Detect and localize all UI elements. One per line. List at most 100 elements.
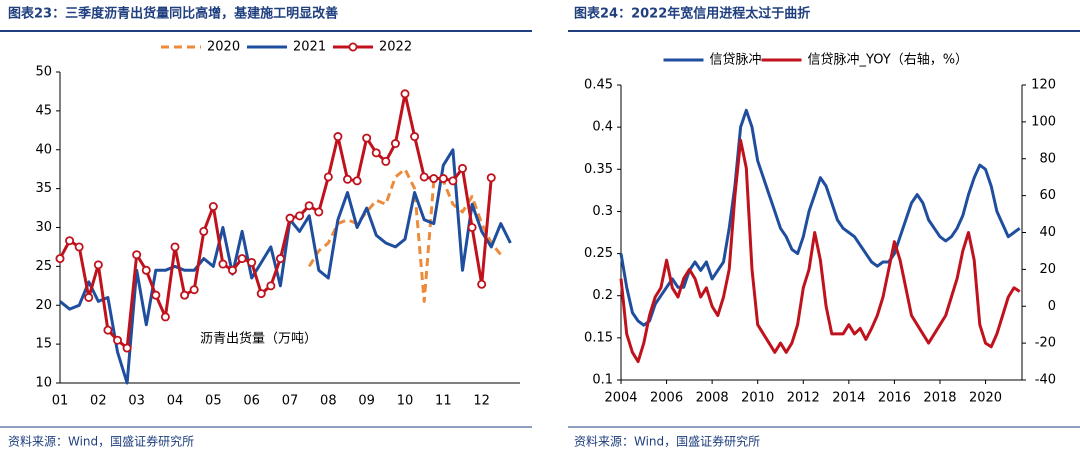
point-marker [189,285,199,295]
point-marker [218,259,228,269]
point-marker [400,89,410,99]
point-marker [199,226,209,236]
x-tick-label: 11 [435,394,452,409]
y2-tick-label: 120 [1031,78,1056,93]
series-line [619,138,1021,364]
source: 资料来源：Wind，国盛证券研究所 [8,434,194,449]
y-tick-label: 0.25 [584,246,613,261]
point-marker [170,242,180,252]
point-marker [84,292,94,302]
x-tick-label: 2018 [923,391,956,406]
x-tick-label: 2010 [741,391,774,406]
y-tick-label: 45 [35,103,52,118]
point-marker [208,202,218,212]
legend-label: 2022 [379,40,412,55]
legend-label: 信贷脉冲_YOY（右轴，%） [808,53,969,68]
point-marker [390,139,400,149]
source: 资料来源：Wind，国盛证券研究所 [574,434,760,449]
y-tick-label: 0.2 [592,288,613,303]
point-marker [103,325,113,335]
point-marker [477,279,487,289]
point-marker [419,172,429,182]
x-tick-label: 05 [205,394,222,409]
x-tick-label: 2012 [787,391,820,406]
y-tick-label: 35 [35,181,52,196]
legend-label: 2020 [207,40,240,55]
x-tick-label: 2004 [604,391,637,406]
point-marker [467,222,477,232]
y2-tick-label: -20 [1035,336,1056,351]
annotation: 沥青出货量（万吨） [200,331,317,347]
legend-marker [348,42,358,52]
point-marker [457,163,467,173]
point-marker [295,211,305,221]
y-tick-label: 30 [35,220,52,235]
point-marker [122,343,132,353]
point-marker [275,254,285,264]
y-tick-label: 50 [35,65,52,80]
point-marker [342,174,352,184]
x-tick-label: 2006 [650,391,683,406]
y2-tick-label: 20 [1039,262,1056,277]
legend-label: 2021 [293,40,326,55]
point-marker [486,173,496,183]
point-marker [314,207,324,217]
point-marker [429,174,439,184]
point-marker [151,290,161,300]
x-tick-label: 07 [282,394,299,409]
y-tick-label: 40 [35,142,52,157]
series-line [59,148,512,385]
y-tick-label: 0.3 [592,204,613,219]
x-tick-label: 06 [243,394,260,409]
point-marker [55,254,65,264]
point-marker [285,213,295,223]
x-tick-label: 04 [167,394,184,409]
series-line [619,108,1021,327]
x-tick-label: 2008 [696,391,729,406]
point-marker [74,242,84,252]
y2-tick-label: 0 [1048,299,1056,314]
x-tick-label: 12 [473,394,490,409]
point-marker [304,201,314,211]
point-marker [333,132,343,142]
y2-tick-label: -40 [1035,373,1056,388]
point-marker [160,312,170,322]
point-marker [410,132,420,142]
point-marker [65,236,75,246]
y-tick-label: 0.1 [592,373,613,388]
x-tick-label: 2014 [832,391,865,406]
y-tick-label: 25 [35,259,52,274]
point-marker [438,174,448,184]
point-marker [266,281,276,291]
point-marker [352,176,362,186]
x-tick-label: 2020 [969,391,1002,406]
y-tick-label: 0.35 [584,162,613,177]
y-tick-label: 0.15 [584,330,613,345]
series-line [58,92,493,350]
chart-title: 图表23：三季度沥青出货量同比高增，基建施工明显改善 [8,6,338,22]
y-tick-label: 15 [35,337,52,352]
y-tick-label: 0.4 [592,120,613,135]
point-marker [247,257,257,267]
x-tick-label: 02 [90,394,107,409]
point-marker [93,260,103,270]
legend-label: 信贷脉冲 [710,53,762,68]
point-marker [132,250,142,260]
x-tick-label: 2016 [878,391,911,406]
point-marker [237,254,247,264]
y-tick-label: 10 [35,376,52,391]
y2-tick-label: 40 [1039,225,1056,240]
y-tick-label: 20 [35,298,52,313]
x-tick-label: 01 [52,394,69,409]
point-marker [371,148,381,158]
point-marker [141,265,151,275]
point-marker [227,265,237,275]
x-tick-label: 09 [358,394,375,409]
point-marker [381,156,391,166]
y-tick-label: 0.45 [584,78,613,93]
point-marker [448,176,458,186]
chart-title: 图表24：2022年宽信用进程太过于曲折 [574,6,810,22]
point-marker [323,172,333,182]
x-tick-label: 10 [397,394,414,409]
